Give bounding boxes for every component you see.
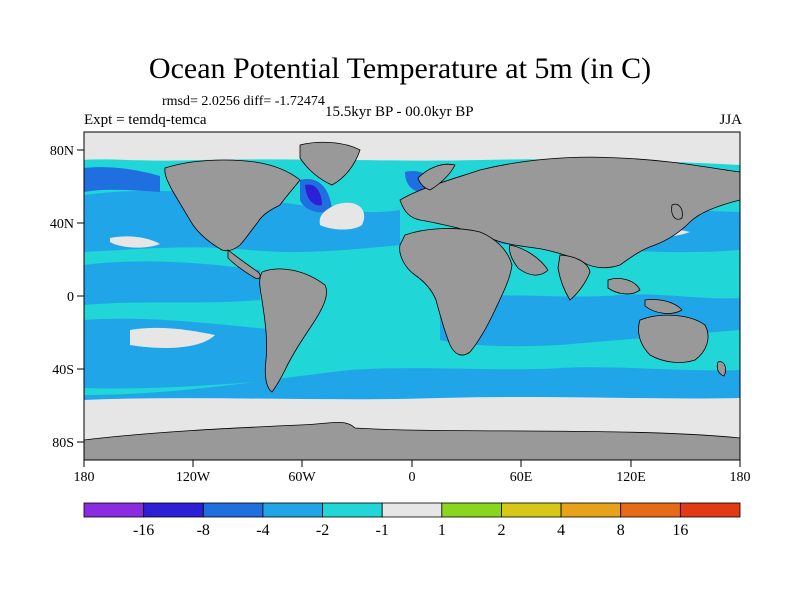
lon-tick-label: 0 [409,470,416,485]
lon-tick-label: 120W [176,470,211,485]
colorbar-swatch [262,502,323,518]
colorbar-label: 1 [438,522,446,539]
colorbar-swatch [322,502,383,518]
lon-tick-label: 120E [616,470,646,485]
colorbar-swatch [501,502,562,518]
lat-tick-labels: 80N 40N 0 40S 80S [50,144,74,451]
colorbar-label: 16 [672,522,688,539]
lat-tick-label: 80N [50,144,74,159]
colorbar-swatch [679,502,741,518]
period-label: 15.5kyr BP - 00.0kyr BP [325,104,474,120]
colorbar-swatch [560,502,622,518]
colorbar: -16 -8 -4 -2 -1 1 2 4 8 16 [83,502,741,539]
lat-tick-label: 40S [52,363,74,378]
colorbar-label: 2 [497,522,505,539]
colorbar-label: -8 [197,522,210,539]
map-title: Ocean Potential Temperature at 5m (in C) [148,52,652,85]
season-label: JJA [719,112,742,128]
lat-tick-label: 0 [67,290,74,305]
lat-tick-label: 40N [50,217,74,232]
lon-tick-label: 60E [510,470,533,485]
lon-tick-labels: 180 120W 60W 0 60E 120E 180 [74,470,751,485]
lat-tick-label: 80S [52,436,74,451]
colorbar-swatch [202,502,264,518]
lon-tick-label: 180 [74,470,95,485]
colorbar-label: -4 [256,522,269,539]
map-panel [84,132,740,460]
colorbar-swatch [620,502,681,518]
experiment-label: Expt = temdq-temca [84,112,207,128]
colorbar-swatch [83,502,145,518]
axis-tick-marks [77,149,741,467]
colorbar-label: 4 [557,522,565,539]
colorbar-label: -16 [133,522,154,539]
colorbar-swatch [143,502,204,518]
stats-label: rmsd= 2.0256 diff= -1.72474 [162,94,325,109]
colorbar-swatch [381,502,443,518]
colorbar-label: -1 [376,522,389,539]
colorbar-label: 8 [617,522,625,539]
colorbar-label: -2 [316,522,329,539]
colorbar-swatch [441,502,502,518]
lon-tick-label: 180 [730,470,751,485]
land-masses [84,141,740,460]
lon-tick-label: 60W [288,470,316,485]
